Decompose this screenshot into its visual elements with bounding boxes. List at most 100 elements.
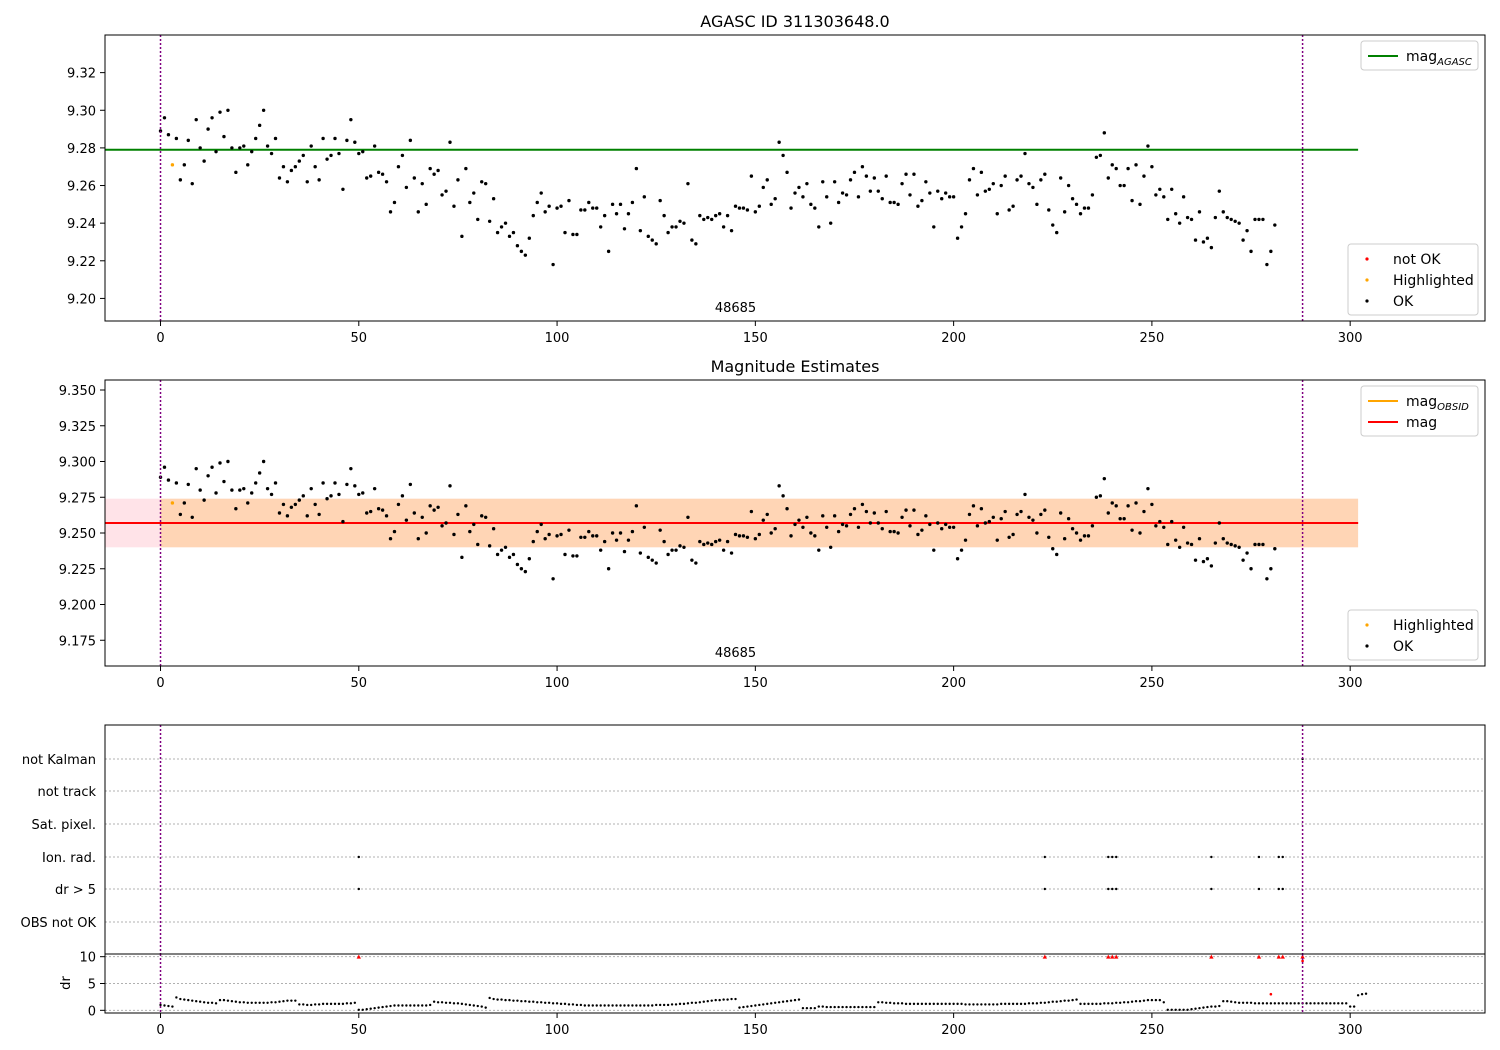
dr-point [1281, 1002, 1284, 1005]
mag-point [896, 531, 900, 535]
dr-point [345, 1002, 349, 1005]
dr-clipped-marker [1042, 954, 1048, 959]
dr-point [1214, 1005, 1217, 1008]
mag-point [1229, 542, 1233, 547]
mag-point [293, 502, 298, 507]
mag-point [285, 514, 290, 518]
mag-point [920, 198, 924, 203]
dr-point [1222, 1000, 1225, 1003]
dr-point [1059, 1000, 1062, 1003]
dr-point [1015, 1002, 1019, 1006]
dr-point [722, 998, 725, 1001]
flag-point [1043, 855, 1047, 859]
mag-point [666, 230, 670, 235]
dr-point [666, 1003, 670, 1007]
dr-point [1075, 998, 1078, 1001]
mag-point [721, 225, 726, 229]
mag-point [329, 494, 333, 498]
dr-point [567, 1003, 571, 1006]
mag-point [987, 187, 992, 191]
mag-point [539, 522, 543, 527]
dr-point [841, 1005, 844, 1009]
x-tick-label: 250 [1139, 331, 1164, 346]
dr-point [1241, 1001, 1245, 1005]
legend-box [1347, 243, 1479, 316]
plot-mag-vs-agasc: 9.20 9.22 9.24 9.26 9.28 9.30 9.32 0 50 100 150 200… [67, 34, 1486, 346]
mag-point [844, 524, 849, 528]
dr-point [302, 1003, 305, 1006]
mag-point [1138, 531, 1142, 535]
mag-point [662, 213, 666, 218]
dr-point [472, 1004, 475, 1007]
dr-point [278, 1000, 281, 1003]
mag-point [1110, 163, 1114, 167]
dr-point [944, 1002, 947, 1006]
mag-point [317, 178, 321, 182]
mag-point [654, 561, 658, 565]
dr-point [599, 1004, 602, 1007]
dr-point [282, 1000, 285, 1003]
dr-point [365, 1008, 368, 1011]
mag-point [904, 508, 908, 512]
dr-point [603, 1004, 606, 1007]
dr-point [651, 1004, 654, 1007]
dr-not-ok-point [1269, 992, 1273, 996]
mag-point [943, 191, 948, 195]
y-tick-label: 9.28 [67, 142, 96, 157]
mag-point [543, 210, 547, 214]
mag-point [626, 212, 631, 216]
mag-point [495, 230, 500, 235]
mag-point [1074, 531, 1079, 535]
mag-point [317, 512, 321, 517]
mag-point [872, 511, 877, 515]
mag-point [186, 138, 190, 143]
dr-point [286, 999, 289, 1002]
mag-point [658, 198, 662, 203]
mag-point [1273, 223, 1277, 227]
mag-point [408, 138, 413, 143]
mag-point [1181, 195, 1186, 199]
dr-point [563, 1002, 567, 1006]
mag-point [828, 221, 833, 225]
dr-point [575, 1003, 579, 1007]
dr-point [270, 1001, 273, 1004]
mag-point [947, 525, 952, 529]
legend-label: not OK [1393, 252, 1441, 268]
dr-point [1329, 1002, 1332, 1005]
mag-point [230, 488, 234, 492]
dr-point [274, 1001, 277, 1004]
mag-point [1261, 217, 1265, 222]
dr-point [1130, 1000, 1134, 1003]
mag-point [638, 551, 643, 555]
mag-point [848, 512, 853, 517]
dr-point [512, 999, 515, 1002]
flag-label: dr > 5 [55, 883, 96, 898]
dr-point [607, 1004, 610, 1007]
mag-point [238, 146, 242, 150]
y-tick-label: 9.200 [59, 599, 96, 614]
dr-point [877, 1001, 880, 1004]
mag-point [1146, 486, 1150, 491]
mag-point [1110, 501, 1114, 505]
mag-point [575, 232, 579, 237]
dr-point [547, 1001, 551, 1005]
mag-point [682, 221, 686, 225]
dr-point [1273, 1002, 1277, 1005]
dr-point [321, 1002, 325, 1006]
dr-point [1305, 1002, 1308, 1005]
mag-point [765, 512, 769, 517]
mag-point [194, 466, 198, 471]
mag-point [1066, 517, 1071, 521]
dr-point [948, 1002, 951, 1006]
mag-point [908, 524, 912, 528]
mag-point [242, 144, 246, 148]
mag-point [1185, 541, 1190, 545]
mag-point [194, 117, 198, 122]
mag-point [1150, 502, 1154, 507]
dr-point [1317, 1002, 1320, 1005]
mag-point [880, 527, 884, 531]
dr-point [1309, 1002, 1312, 1005]
plot-flags: not Kalman not track Sat. pixel. Ion. rad. d… [21, 724, 1486, 955]
mag-point [1035, 202, 1039, 207]
mag-point [341, 519, 345, 524]
